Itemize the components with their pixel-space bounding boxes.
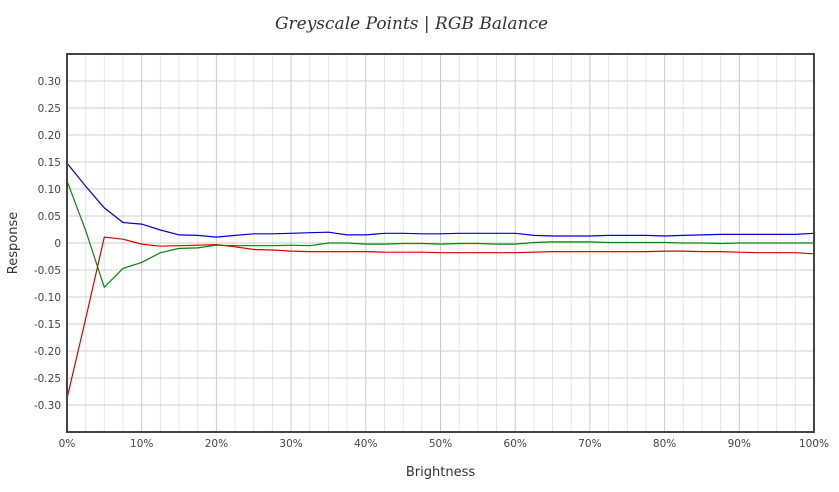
- x-tick-label: 40%: [354, 438, 377, 450]
- y-tick-label: 0.15: [38, 157, 61, 169]
- series-line-2: [66, 236, 815, 399]
- x-tick-label: 30%: [279, 438, 302, 450]
- y-axis-ticks: 0.30 0.25 0.20 0.15 0.10 0.05 0 -0.05 -0.10 -0.15…: [34, 76, 61, 412]
- y-tick-label: 0.30: [38, 76, 61, 88]
- x-tick-label: 100%: [799, 438, 829, 450]
- plot-frame: [66, 53, 815, 433]
- x-tick-label: 50%: [429, 438, 452, 450]
- y-tick-label: 0.25: [38, 103, 61, 115]
- y-tick-label: 0.10: [38, 184, 61, 196]
- y-tick-label: -0.15: [34, 319, 61, 331]
- chart-title: Greyscale Points | RGB Balance: [274, 14, 549, 34]
- x-axis-ticks: 0% 10% 20% 30% 40% 50% 60% 70% 80% 90% 100%: [59, 438, 829, 450]
- x-tick-label: 70%: [578, 438, 601, 450]
- series-lines: [66, 162, 815, 399]
- y-tick-label: -0.25: [34, 373, 61, 385]
- grid-lines: [66, 54, 815, 432]
- y-tick-label: 0.20: [38, 130, 61, 142]
- series-line-3: [66, 180, 814, 289]
- x-tick-label: 10%: [130, 438, 153, 450]
- x-axis-label: Brightness: [406, 465, 475, 480]
- x-tick-label: 20%: [205, 438, 228, 450]
- y-tick-label: -0.10: [34, 292, 61, 304]
- y-tick-label: -0.05: [34, 265, 61, 277]
- y-tick-label: -0.20: [34, 346, 61, 358]
- y-tick-label: 0.05: [38, 211, 61, 223]
- x-tick-label: 80%: [653, 438, 676, 450]
- y-axis-label: Response: [6, 212, 21, 274]
- y-tick-label: 0: [54, 238, 61, 250]
- series-line-1: [66, 162, 815, 238]
- x-tick-label: 90%: [728, 438, 751, 450]
- x-tick-label: 60%: [504, 438, 527, 450]
- x-tick-label: 0%: [59, 438, 76, 450]
- y-tick-label: -0.30: [34, 400, 61, 412]
